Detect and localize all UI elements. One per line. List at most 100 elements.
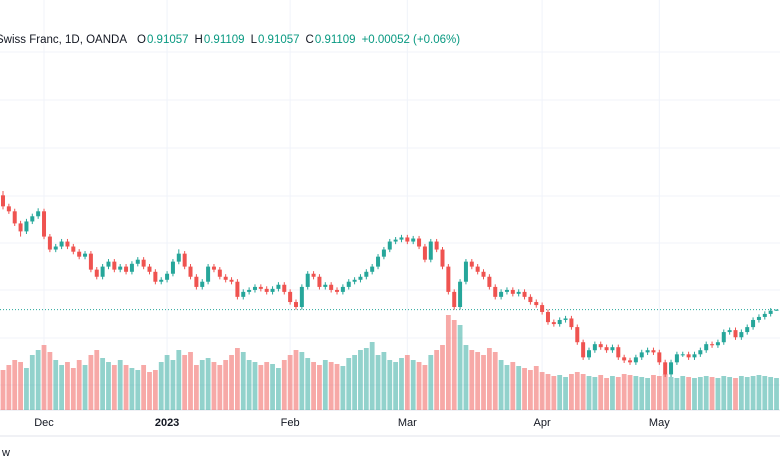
- candle-body: [686, 354, 691, 358]
- volume-bar: [387, 360, 393, 410]
- candle-body: [663, 362, 668, 375]
- candle-body: [30, 216, 35, 222]
- candle-body: [317, 276, 322, 287]
- volume-bar: [569, 374, 574, 410]
- volume-bar: [129, 368, 135, 410]
- legend-header: Swiss Franc, 1D, OANDA O 0.91057 H 0.91109 L…: [0, 34, 460, 46]
- candle-body: [762, 313, 767, 317]
- volume-bar: [141, 365, 147, 410]
- candle-body: [657, 352, 662, 363]
- candle-body: [94, 269, 99, 277]
- candle-body: [721, 332, 726, 343]
- volume-bar: [346, 358, 352, 410]
- candle-body: [399, 237, 404, 240]
- candle-body: [563, 318, 568, 320]
- volume-bar: [592, 377, 598, 410]
- volume-bar: [399, 358, 404, 410]
- volume-bar: [551, 376, 557, 410]
- volume-bar: [18, 362, 23, 410]
- candle-body: [528, 296, 533, 303]
- candle-body: [540, 305, 545, 312]
- candle-body: [147, 266, 152, 272]
- candle-body: [182, 253, 187, 267]
- volume-bar: [621, 374, 627, 410]
- candle-body: [235, 281, 240, 297]
- candle-body: [499, 291, 504, 297]
- candle-body: [645, 350, 650, 353]
- volume-bar: [199, 360, 205, 410]
- volume-bar: [281, 360, 287, 410]
- volume-bar: [158, 362, 164, 410]
- candle-body: [569, 318, 574, 328]
- volume-bar: [328, 362, 334, 410]
- volume-bar: [662, 374, 668, 410]
- volume-bar: [252, 362, 258, 410]
- candle-body: [276, 284, 281, 289]
- volume-bar: [504, 365, 510, 410]
- volume-bar: [111, 365, 117, 410]
- grid: [0, 51, 780, 386]
- candle-body: [727, 330, 732, 333]
- volume-bar: [615, 377, 621, 410]
- volume-bar: [358, 350, 363, 410]
- candle-body: [358, 276, 363, 280]
- volume-bar: [12, 360, 18, 410]
- candle-body: [118, 266, 123, 270]
- candle-body: [106, 261, 111, 267]
- candle-body: [376, 256, 381, 267]
- volume-bar: [65, 362, 70, 410]
- candle-body: [745, 327, 750, 333]
- volume-bar: [88, 355, 94, 410]
- candle-body: [704, 344, 709, 351]
- volume-bar: [53, 360, 59, 410]
- candle-body: [698, 350, 703, 355]
- candle-body: [411, 238, 416, 242]
- volume-bar: [152, 370, 158, 410]
- candle-body: [88, 253, 93, 270]
- volume-bar: [721, 376, 727, 410]
- volume-bar: [674, 378, 680, 410]
- candle-body: [229, 279, 234, 282]
- volume-bar: [715, 378, 721, 410]
- volume-bar: [416, 362, 422, 410]
- candle-body: [592, 344, 597, 351]
- candle-body: [217, 269, 222, 277]
- candle-body: [545, 311, 550, 323]
- volume-bar: [76, 360, 82, 410]
- candle-body: [305, 273, 310, 287]
- candle-body: [194, 276, 199, 287]
- candle-body: [206, 266, 211, 282]
- candle-body: [557, 319, 562, 325]
- volume-bar: [82, 365, 88, 410]
- volume-bar: [469, 350, 475, 410]
- volume-bar: [0, 370, 6, 410]
- ohlc-label: H: [195, 34, 203, 46]
- candle-body: [100, 266, 105, 277]
- candle-body: [463, 261, 468, 282]
- volume-bar: [223, 360, 229, 410]
- ohlc-value: 0.91109: [315, 34, 356, 46]
- volume-bar: [738, 376, 744, 410]
- candle-body: [176, 253, 181, 262]
- candle-body: [241, 291, 246, 297]
- candle-body: [364, 271, 369, 277]
- volume-bar: [580, 374, 586, 410]
- volume-bar: [6, 365, 12, 410]
- candle-body: [516, 291, 521, 294]
- volume-bar: [211, 362, 217, 410]
- candle-body: [165, 273, 170, 280]
- candle-body: [610, 347, 615, 351]
- volume-bar: [668, 377, 674, 410]
- volume-bar: [545, 374, 551, 410]
- ohlc-label: L: [251, 34, 258, 46]
- candle-body: [680, 354, 685, 356]
- volume-bar: [381, 352, 387, 410]
- candle-body: [36, 211, 41, 217]
- candle-body: [733, 330, 738, 338]
- volume-bar: [240, 352, 246, 410]
- volume-bar: [516, 366, 522, 410]
- candle-body: [487, 276, 492, 287]
- candle-body: [651, 350, 656, 353]
- volume-bar: [774, 378, 779, 410]
- x-tick-label: Mar: [398, 417, 417, 429]
